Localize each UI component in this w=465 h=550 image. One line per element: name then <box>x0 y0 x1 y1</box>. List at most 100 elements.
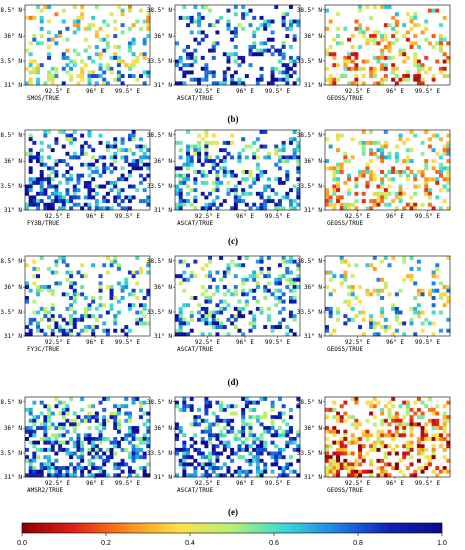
map-cell <box>182 288 187 293</box>
map-cell <box>138 148 143 153</box>
map-cell <box>102 469 107 474</box>
map-cell <box>336 26 341 31</box>
map-cell <box>325 270 329 275</box>
map-cell <box>215 458 220 463</box>
map-cell <box>39 411 44 416</box>
map-cell <box>336 429 341 434</box>
map-cell <box>116 177 121 182</box>
panel-caption: GEOSS/TRUE <box>327 346 364 353</box>
map-cell <box>215 285 220 290</box>
map-cell <box>80 206 85 211</box>
map-cell <box>32 455 37 460</box>
map-cell <box>178 66 183 71</box>
map-cell <box>369 130 374 134</box>
map-cell <box>350 415 355 420</box>
map-panel: 38.5° N36° N33.5° N31° N92.5° E96° E99.5… <box>0 255 151 353</box>
map-cell <box>336 137 341 142</box>
map-cell <box>409 15 414 20</box>
map-cell <box>178 332 183 337</box>
map-cell <box>446 159 451 164</box>
map-cell <box>36 177 41 182</box>
map-cell <box>204 5 209 9</box>
map-cell <box>372 444 377 449</box>
map-cell <box>376 400 381 405</box>
map-cell <box>416 184 421 189</box>
map-cell <box>325 8 329 13</box>
map-cell <box>226 317 231 322</box>
map-cell <box>252 177 257 182</box>
map-cell <box>252 52 257 57</box>
lat-label: 36° N <box>4 158 22 165</box>
map-cell <box>113 195 118 200</box>
map-cell <box>47 37 52 42</box>
map-cell <box>193 55 198 60</box>
map-cell <box>186 462 191 467</box>
lat-label: 31° N <box>304 474 322 481</box>
map-cell <box>222 447 227 452</box>
map-cell <box>361 170 366 174</box>
map-cell <box>259 422 264 427</box>
map-cell <box>244 299 249 304</box>
map-cell <box>98 37 103 42</box>
map-cell <box>36 266 41 271</box>
map-cell <box>94 30 99 35</box>
map-cell <box>211 140 216 145</box>
map-cell <box>116 418 121 423</box>
map-cell <box>365 140 370 145</box>
map-cell <box>255 437 260 441</box>
map-cell <box>405 451 410 456</box>
map-cell <box>226 8 231 13</box>
map-cell <box>222 155 227 160</box>
lon-label: 96° E <box>236 213 254 220</box>
map-cell <box>204 159 209 164</box>
map-cell <box>58 314 63 319</box>
map-cell <box>343 447 348 452</box>
map-cell <box>211 70 216 75</box>
map-cell <box>255 81 260 86</box>
map-cell <box>142 81 147 86</box>
map-cell <box>343 314 348 319</box>
map-cell <box>208 466 213 471</box>
lat-label: 33.5° N <box>147 309 173 316</box>
map-cell <box>325 451 329 456</box>
map-cell <box>376 202 381 207</box>
map-cell <box>36 426 41 431</box>
map-cell <box>211 451 216 456</box>
map-cell <box>72 5 77 9</box>
map-cell <box>47 155 52 160</box>
map-cell <box>124 206 129 211</box>
map-cell <box>427 202 432 207</box>
map-cell <box>39 19 44 24</box>
map-cell <box>222 473 227 478</box>
map-cell <box>296 144 301 149</box>
map-cell <box>380 144 385 149</box>
map-cell <box>113 426 118 431</box>
map-cell <box>54 199 59 204</box>
map-cell <box>354 199 359 204</box>
map-cell <box>277 166 282 171</box>
map-cell <box>296 277 301 282</box>
map-cell <box>61 440 66 445</box>
map-cell <box>175 332 179 337</box>
map-cell <box>270 66 275 71</box>
map-cell <box>182 259 187 264</box>
map-cell <box>189 404 194 409</box>
map-cell <box>65 466 70 471</box>
map-cell <box>124 411 129 416</box>
map-cell <box>288 328 293 333</box>
map-cell <box>325 429 329 434</box>
map-cell <box>208 404 213 409</box>
map-cell <box>266 184 271 189</box>
map-cell <box>94 451 99 456</box>
map-cell <box>102 462 107 467</box>
map-cell <box>416 440 421 445</box>
map-cell <box>252 407 257 412</box>
map-cell <box>28 155 33 160</box>
map-cell <box>65 270 70 275</box>
map-cell <box>142 466 147 471</box>
map-cell <box>285 285 290 290</box>
map-cell <box>237 447 242 452</box>
map-cell <box>83 310 88 315</box>
map-cell <box>435 266 440 271</box>
map-cell <box>255 52 260 57</box>
